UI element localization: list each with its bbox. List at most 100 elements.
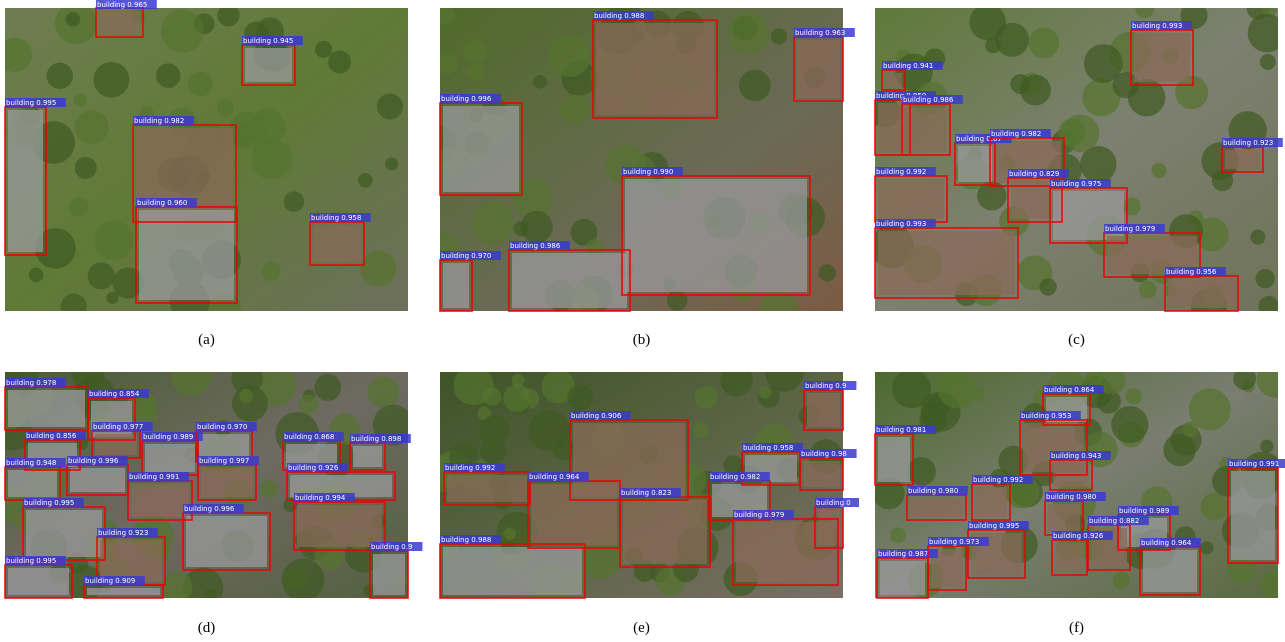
label-bg [875, 167, 936, 176]
roof [1231, 471, 1275, 560]
tree [1250, 229, 1266, 245]
label-bg [528, 472, 589, 481]
label-bg [283, 432, 344, 441]
tree [480, 438, 507, 465]
tree [477, 406, 491, 421]
label-bg [1165, 267, 1226, 276]
label-bg [877, 549, 938, 558]
label-bg [287, 463, 348, 472]
roof [623, 500, 707, 564]
panel-caption: (f) [1069, 620, 1084, 636]
detection-label: building 0.996 [68, 457, 119, 465]
label-bg [882, 61, 943, 70]
detection-label: building 0.926 [1053, 532, 1104, 540]
detection-label: building 0.945 [243, 37, 293, 45]
roof [8, 110, 43, 252]
label-bg [990, 129, 1051, 138]
label-bg [804, 381, 857, 390]
tree [666, 289, 688, 311]
tree [32, 121, 75, 164]
detection-label: building 0.988 [441, 536, 491, 544]
detection-label: building 0.975 [1051, 180, 1101, 188]
roof [286, 444, 337, 467]
panel-caption: (e) [633, 620, 650, 636]
roof [531, 484, 617, 545]
tree [283, 191, 305, 212]
detection-label: building 0.948 [6, 459, 56, 467]
tree [73, 93, 87, 107]
label-bg [1043, 385, 1104, 394]
tree [187, 71, 213, 97]
tree [160, 9, 204, 53]
tree [60, 293, 87, 311]
tree [453, 372, 494, 406]
detection-label: building 0.990 [623, 168, 673, 176]
tree [1200, 541, 1214, 555]
detection-label: building 0.953 [1021, 412, 1071, 420]
detection-label: building 0.991 [129, 473, 179, 481]
roof [87, 588, 160, 595]
detection-label: building 0.923 [98, 529, 148, 537]
detection-label: building 0.996 [441, 95, 492, 103]
label-bg [440, 94, 501, 103]
label-bg [5, 458, 66, 467]
roof [1225, 150, 1260, 169]
label-bg [370, 542, 423, 551]
tree [693, 422, 710, 439]
tree [479, 415, 510, 446]
label-bg [136, 198, 197, 207]
label-bg [92, 422, 153, 431]
detection-label: building 0.978 [6, 379, 56, 387]
tree [251, 138, 293, 180]
roof [807, 393, 840, 427]
tree [463, 38, 488, 63]
tree [1247, 13, 1278, 53]
image-content [875, 8, 1278, 311]
label-bg [815, 498, 859, 507]
label-bg [622, 167, 683, 176]
tree [605, 144, 646, 185]
tree [1255, 269, 1275, 289]
detection-label: building 0.979 [734, 511, 784, 519]
tree [94, 220, 134, 261]
tree [875, 477, 905, 510]
tree [770, 28, 788, 45]
roof [245, 48, 292, 82]
tree [466, 63, 483, 80]
tree [440, 52, 459, 75]
tree [533, 75, 547, 89]
roof [447, 475, 527, 502]
tree [385, 157, 399, 171]
tree [1151, 162, 1167, 179]
tree [65, 12, 81, 27]
detection-label: building 0.964 [529, 473, 580, 481]
label-bg [709, 472, 770, 481]
roof [297, 505, 382, 547]
tree [1112, 71, 1139, 99]
tree [87, 262, 115, 290]
label-bg [1228, 459, 1285, 468]
tree [907, 457, 936, 486]
label-bg [198, 456, 259, 465]
detection-label: building 0.992 [973, 476, 1023, 484]
tree [1188, 388, 1231, 431]
detection-label: building 0.943 [1051, 452, 1101, 460]
roof [145, 444, 195, 472]
detection-label: building 0.980 [908, 487, 958, 495]
tree [570, 218, 598, 246]
detection-label: building 0.995 [969, 522, 1019, 530]
detection-label: building 0.996 [184, 505, 235, 513]
detection-label: building 0.992 [876, 168, 926, 176]
tree [314, 40, 333, 59]
detection-label: building 0.981 [876, 426, 926, 434]
roof [878, 437, 910, 482]
label-bg [902, 95, 963, 104]
detection-label: building 0.989 [1119, 507, 1169, 515]
label-bg [509, 241, 570, 250]
detection-label: building 0.993 [876, 220, 926, 228]
label-bg [444, 463, 505, 472]
roof [910, 498, 963, 517]
label-bg [593, 11, 654, 20]
tree [106, 291, 119, 304]
